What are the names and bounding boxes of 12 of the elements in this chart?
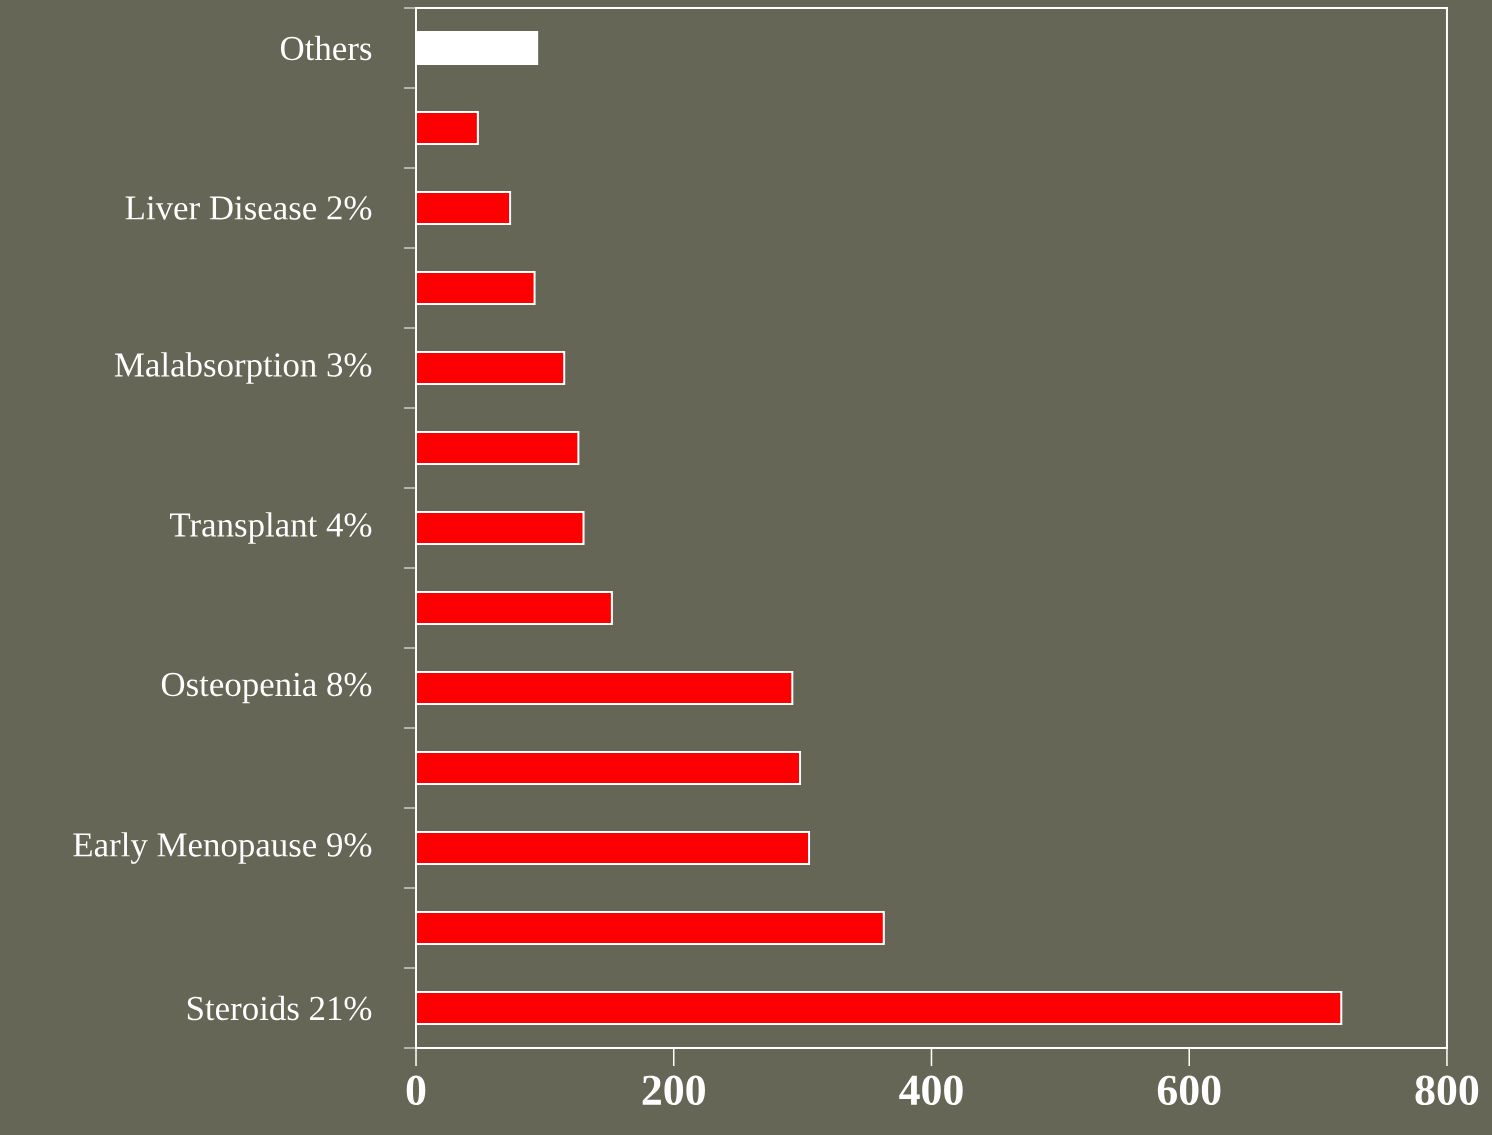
x-tick-label: 400 bbox=[899, 1075, 963, 1106]
y-tick-label: Steroids 21% bbox=[187, 995, 372, 1021]
x-tick-label: 600 bbox=[1157, 1075, 1221, 1106]
x-tick-label: 200 bbox=[642, 1075, 705, 1106]
y-tick-label: Malabsorption 3% bbox=[114, 352, 372, 384]
y-tick-label: Others bbox=[280, 35, 372, 61]
y-tick-label: Early Menopause 9% bbox=[73, 832, 372, 864]
y-tick-label: Osteopenia 8% bbox=[161, 672, 372, 704]
y-tick-label: Transplant 4% bbox=[170, 512, 372, 544]
x-tick-label: 0 bbox=[406, 1075, 426, 1106]
x-tick-label: 800 bbox=[1415, 1075, 1479, 1106]
y-tick-label: Liver Disease 2% bbox=[125, 196, 372, 220]
